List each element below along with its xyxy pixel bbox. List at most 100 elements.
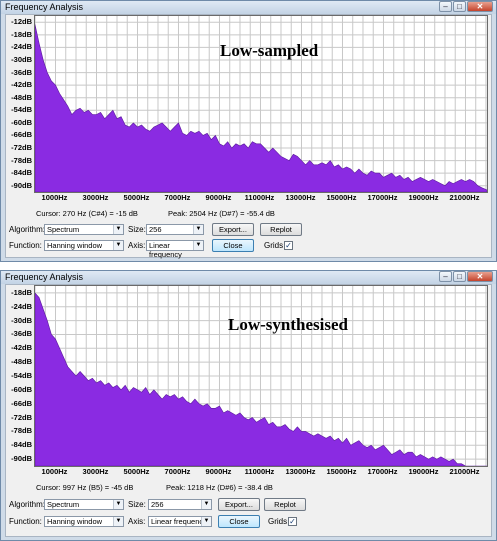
- peak-readout: Peak: 2504 Hz (D#7) = -55.4 dB: [168, 209, 275, 218]
- x-tick-label: 9000Hz: [205, 467, 232, 476]
- cursor-readout: Cursor: 270 Hz (C#4) = -15 dB: [36, 209, 138, 218]
- y-tick-label: -54dB: [11, 371, 32, 380]
- grids-checkbox[interactable]: ✓: [288, 517, 297, 526]
- axis-value: Linear frequency: [149, 241, 182, 259]
- x-tick-label: 13000Hz: [285, 193, 316, 202]
- algorithm-value: Spectrum: [47, 500, 80, 509]
- checkmark-icon: ✓: [289, 517, 296, 526]
- close-icon[interactable]: ✕: [467, 1, 493, 12]
- x-tick-label: 17000Hz: [367, 193, 398, 202]
- chevron-down-icon: ▼: [201, 517, 211, 526]
- chart-annotation: Low-sampled: [220, 41, 319, 60]
- frequency-analysis-window-low-sampled: Frequency Analysis – □ ✕ -12dB -18dB -24dB…: [0, 0, 497, 262]
- replot-button[interactable]: Replot: [264, 498, 306, 511]
- x-tick-label: 5000Hz: [123, 467, 150, 476]
- x-tick-label: 15000Hz: [326, 467, 357, 476]
- y-tick-label: -72dB: [11, 412, 32, 422]
- grids-checkbox[interactable]: ✓: [284, 241, 293, 250]
- spectrum-plot[interactable]: [34, 15, 488, 193]
- y-tick-label: -24dB: [11, 301, 32, 311]
- spectrum-svg: [35, 16, 487, 192]
- spectrum-plot[interactable]: [34, 285, 488, 467]
- size-select[interactable]: 256 ▼: [148, 499, 212, 510]
- size-value: 256: [149, 225, 162, 234]
- function-label: Function:: [9, 517, 42, 526]
- axis-select[interactable]: Linear frequency ▼: [146, 240, 204, 259]
- axis-label: Axis:: [128, 241, 146, 250]
- algorithm-value: Spectrum: [47, 225, 80, 234]
- y-tick-label: -54dB: [11, 105, 32, 115]
- function-label: Function:: [9, 241, 42, 250]
- function-value: Hanning window: [47, 517, 103, 526]
- algorithm-select[interactable]: Spectrum ▼: [44, 499, 124, 510]
- maximize-icon[interactable]: □: [453, 1, 466, 12]
- y-tick-label: -42dB: [11, 343, 32, 353]
- export-button[interactable]: Export...: [218, 498, 260, 511]
- y-tick-label: -72dB: [11, 143, 32, 152]
- peak-readout: Peak: 1218 Hz (D#6) = -38.4 dB: [166, 483, 273, 492]
- y-tick-label: -42dB: [11, 80, 32, 90]
- chevron-down-icon: ▼: [113, 500, 123, 509]
- replot-button[interactable]: Replot: [260, 223, 302, 236]
- y-tick-label: -60dB: [11, 117, 32, 127]
- close-button[interactable]: Close: [212, 239, 254, 252]
- y-tick-label: -84dB: [11, 168, 32, 178]
- grids-label: Grids: [264, 241, 284, 250]
- title-bar[interactable]: Frequency Analysis – □ ✕: [1, 1, 496, 14]
- x-tick-label: 5000Hz: [123, 193, 150, 202]
- title-bar[interactable]: Frequency Analysis – □ ✕: [1, 271, 496, 284]
- y-tick-label: -66dB: [11, 398, 32, 408]
- axis-value: Linear frequency: [151, 517, 207, 526]
- y-tick-label: -48dB: [11, 357, 32, 367]
- y-tick-label: -30dB: [11, 315, 32, 325]
- size-select[interactable]: 256 ▼: [146, 224, 204, 235]
- export-button[interactable]: Export...: [212, 223, 254, 236]
- x-tick-label: 13000Hz: [285, 467, 316, 476]
- window-title: Frequency Analysis: [5, 272, 84, 282]
- function-select[interactable]: Hanning window ▼: [44, 516, 124, 527]
- dialog-client: -12dB -18dB -24dB -30dB -36dB -42dB -48dB -54dB…: [5, 14, 492, 259]
- y-tick-label: -18dB: [11, 287, 32, 297]
- chart-annotation: Low-synthesised: [228, 315, 348, 334]
- maximize-icon[interactable]: □: [453, 271, 466, 282]
- axis-label: Axis:: [128, 517, 146, 526]
- chevron-down-icon: ▼: [193, 225, 203, 234]
- minimize-icon[interactable]: –: [439, 1, 452, 12]
- chevron-down-icon: ▼: [201, 500, 211, 509]
- x-tick-label: 3000Hz: [82, 467, 109, 476]
- x-tick-label: 7000Hz: [164, 467, 191, 476]
- close-icon[interactable]: ✕: [467, 271, 493, 282]
- x-tick-label: 19000Hz: [408, 467, 439, 476]
- algorithm-label: Algorithm:: [9, 500, 46, 509]
- close-button[interactable]: Close: [218, 515, 260, 528]
- function-select[interactable]: Hanning window ▼: [44, 240, 124, 251]
- spectrum-area: [35, 24, 487, 192]
- y-tick-label: -78dB: [11, 155, 32, 165]
- axis-select[interactable]: Linear frequency ▼: [148, 516, 212, 527]
- y-tick-label: -30dB: [11, 55, 32, 64]
- x-tick-label: 21000Hz: [449, 193, 480, 202]
- y-tick-label: -90dB: [11, 180, 32, 190]
- y-tick-label: -24dB: [11, 42, 32, 52]
- y-tick-label: -66dB: [11, 130, 32, 140]
- cursor-readout: Cursor: 997 Hz (B5) = -45 dB: [36, 483, 134, 492]
- size-label: Size:: [128, 225, 146, 234]
- y-tick-label: -60dB: [11, 384, 32, 394]
- x-tick-label: 11000Hz: [244, 467, 275, 476]
- chevron-down-icon: ▼: [113, 517, 123, 526]
- x-tick-label: 9000Hz: [205, 193, 232, 202]
- y-tick-label: -18dB: [11, 29, 32, 39]
- y-tick-label: -48dB: [11, 92, 32, 102]
- spectrum-svg: [35, 286, 487, 466]
- grids-label: Grids: [268, 517, 288, 526]
- size-value: 256: [151, 500, 164, 509]
- algorithm-select[interactable]: Spectrum ▼: [44, 224, 124, 235]
- algorithm-label: Algorithm:: [9, 225, 46, 234]
- spectrum-area: [35, 292, 487, 466]
- window-title: Frequency Analysis: [5, 2, 84, 12]
- x-tick-label: 15000Hz: [326, 193, 357, 202]
- x-tick-label: 1000Hz: [41, 467, 68, 476]
- minimize-icon[interactable]: –: [439, 271, 452, 282]
- chevron-down-icon: ▼: [113, 225, 123, 234]
- x-tick-label: 1000Hz: [41, 193, 68, 202]
